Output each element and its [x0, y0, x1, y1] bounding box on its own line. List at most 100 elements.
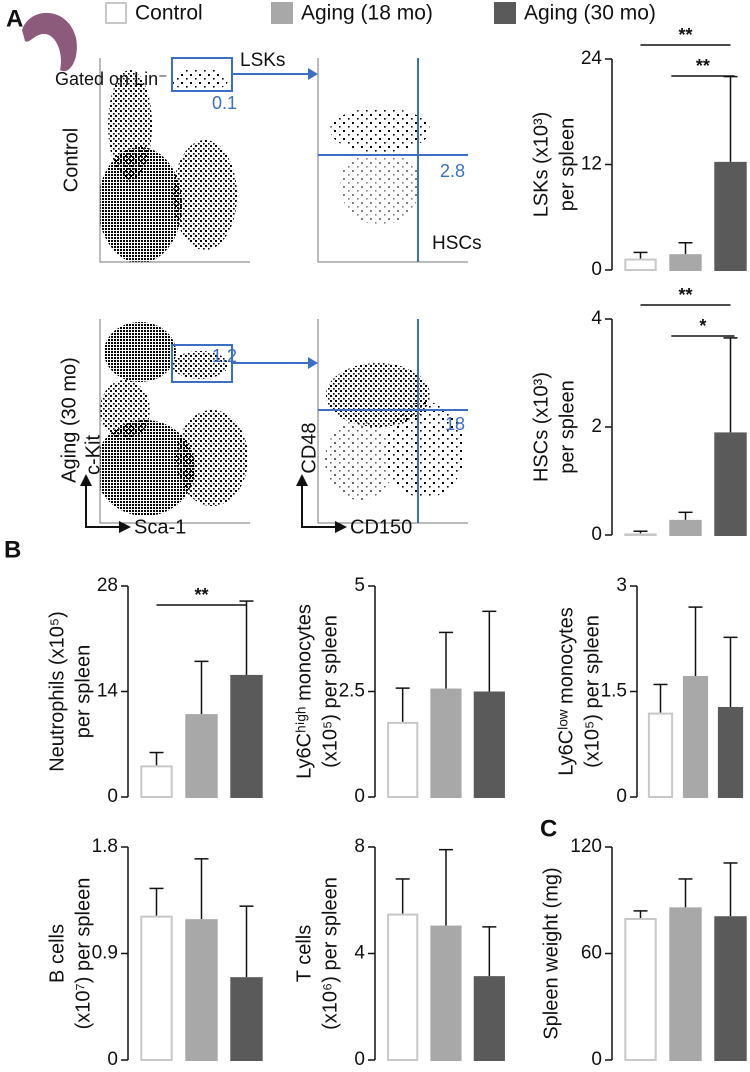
legend: Control Aging (18 mo) Aging (30 mo)	[105, 2, 656, 25]
y-axis-label: Spleen weight (mg)	[540, 867, 562, 1039]
axis-arrows	[85, 483, 338, 528]
bar	[682, 676, 709, 799]
y-tick-label: 14	[97, 681, 119, 702]
bar	[387, 721, 419, 798]
y-axis-label: Neutrophils (x10⁵)	[46, 611, 68, 772]
arrowhead	[308, 357, 318, 369]
bar	[669, 519, 702, 537]
arrowhead	[296, 474, 308, 486]
row-label: Aging (30 mo)	[58, 357, 80, 483]
y-tick-label: 0.9	[92, 943, 118, 964]
bar	[230, 977, 263, 1062]
bar	[473, 691, 505, 798]
arrowhead	[80, 474, 92, 486]
flow-density	[100, 68, 237, 262]
significance-label: **	[194, 585, 208, 605]
y-tick-label: 0	[616, 786, 627, 807]
y-tick-label: 3	[616, 575, 627, 596]
arrowhead	[308, 68, 318, 80]
x-axis-label: CD150	[350, 516, 412, 538]
legend-label: Aging (30 mo)	[524, 2, 656, 25]
y-axis-label: (x10⁵) per spleen	[319, 615, 341, 768]
legend-label: Aging (18 mo)	[301, 2, 433, 25]
row-label: Control	[60, 128, 82, 192]
y-axis-label: T cells	[293, 925, 315, 982]
bar	[387, 913, 419, 1061]
y-tick-label: 0	[591, 524, 602, 545]
bar	[140, 765, 173, 798]
bar	[430, 688, 462, 799]
flow-density	[100, 322, 248, 516]
panel-letter: C	[540, 815, 557, 842]
hsc-percent: 2.8	[440, 161, 465, 181]
lsk-percent: 0.1	[212, 93, 237, 113]
panel-letter: B	[4, 536, 21, 563]
gate-label: Gated on Lin⁻	[55, 69, 168, 89]
flow-density	[325, 363, 465, 500]
y-axis-label: per spleen	[556, 118, 578, 211]
hsc-label: HSCs	[432, 233, 482, 254]
x-axis-label: Sca-1	[134, 516, 186, 538]
y-tick-label: 120	[570, 836, 602, 857]
bar	[140, 915, 173, 1062]
y-axis-label: Ly6Cʰⁱᵍʰ monocytes	[293, 604, 315, 779]
bar	[624, 533, 657, 537]
legend-swatch	[494, 2, 516, 24]
spleen-icon	[22, 12, 77, 72]
y-axis-label: LSKs (x10³)	[530, 112, 552, 218]
y-tick-label: 1.8	[92, 836, 118, 857]
y-tick-label: 24	[581, 48, 603, 69]
y-tick-label: 12	[581, 154, 602, 175]
bar	[473, 976, 505, 1061]
y-tick-label: 5	[354, 575, 365, 596]
bar	[647, 712, 674, 798]
significance-label: *	[699, 316, 706, 336]
y-tick-label: 8	[354, 836, 365, 857]
y-tick-label: 0	[354, 1049, 365, 1070]
legend-swatch	[105, 2, 127, 24]
y-axis-label: (x10⁶) per spleen	[319, 877, 341, 1030]
bar	[714, 161, 747, 271]
y-axis-label: HSCs (x10³)	[530, 372, 552, 482]
flow-density	[330, 108, 430, 225]
arrowhead	[335, 521, 347, 533]
bar	[185, 919, 218, 1062]
bar	[669, 907, 702, 1061]
legend-label: Control	[135, 2, 203, 25]
y-tick-label: 4	[591, 308, 602, 329]
bar	[230, 674, 263, 799]
y-tick-label: 28	[97, 575, 118, 596]
bar	[624, 918, 657, 1061]
y-tick-label: 2.5	[339, 681, 365, 702]
y-tick-label: 0	[591, 259, 602, 280]
significance-label: **	[678, 25, 692, 45]
lsk-percent: 1.2	[212, 346, 237, 366]
lsk-label: LSKs	[240, 50, 285, 71]
y-axis-label: (x10⁵) per spleen	[581, 615, 603, 768]
gates	[171, 57, 468, 523]
significance-label: **	[678, 285, 692, 305]
y-axis-label: per spleen	[556, 380, 578, 473]
y-tick-label: 0	[591, 1049, 602, 1070]
bar	[624, 258, 657, 271]
y-axis-label: (x10⁷) per spleen	[72, 878, 94, 1030]
hsc-percent: 18	[445, 414, 465, 434]
panel-letter: A	[6, 5, 23, 32]
significance-label: **	[696, 56, 710, 76]
y-axis-label: per spleen	[72, 645, 94, 738]
bar	[185, 714, 218, 798]
bar	[430, 925, 462, 1062]
y-tick-label: 0	[354, 786, 365, 807]
y-tick-label: 60	[581, 943, 602, 964]
y-tick-label: 0	[107, 786, 118, 807]
y-axis-label: CD48	[298, 422, 320, 473]
legend-swatch	[271, 2, 293, 24]
bar	[714, 432, 747, 536]
y-tick-label: 4	[354, 943, 365, 964]
bar	[669, 254, 702, 272]
bar	[717, 706, 744, 798]
y-axis-label: B cells	[46, 924, 68, 983]
y-tick-label: 1.5	[601, 681, 627, 702]
